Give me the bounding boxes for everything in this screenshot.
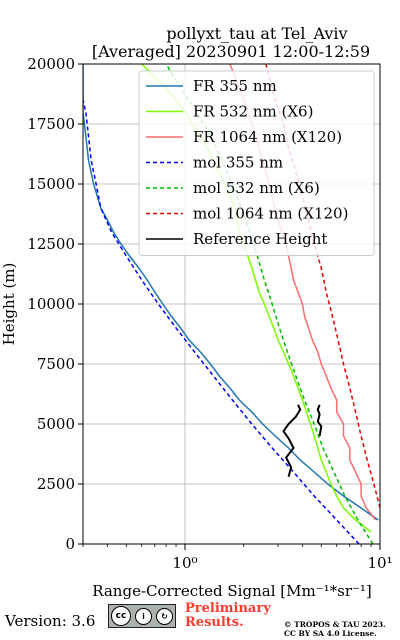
- legend-label: Reference Height: [193, 230, 327, 248]
- series-line-7: [316, 404, 323, 437]
- chart-subtitle: [Averaged] 20230901 12:00-12:59: [92, 42, 370, 61]
- y-tick-label: 20000: [27, 55, 75, 73]
- copyright-notice: © TROPOS & TAU 2023. CC BY SA 4.0 Licens…: [284, 620, 386, 638]
- preliminary-notice: Preliminary Results.: [185, 602, 271, 630]
- y-tick-label: 2500: [37, 475, 75, 493]
- y-axis-label: Height (m): [0, 263, 18, 346]
- y-tick-label: 5000: [37, 415, 75, 433]
- y-tick-label: 7500: [37, 355, 75, 373]
- axis-ticks: 0 2500 5000 7500 10000 12500 15000 17500 20000 10…: [27, 55, 392, 572]
- legend-label: mol 355 nm: [193, 154, 283, 172]
- legend-label: FR 355 nm: [193, 77, 277, 95]
- series-line-0: [83, 64, 379, 521]
- legend-label: mol 532 nm (X6): [193, 179, 320, 197]
- by-icon: i: [135, 607, 152, 625]
- version-label: Version: 3.6: [5, 612, 96, 630]
- legend-label: mol 1064 nm (X120): [193, 205, 348, 223]
- series-line-3: [83, 99, 360, 544]
- copyright-line1: © TROPOS & TAU 2023.: [284, 620, 386, 629]
- y-tick-label: 17500: [27, 115, 75, 133]
- copyright-line2: CC BY SA 4.0 License.: [284, 629, 377, 638]
- series-line-5: [265, 64, 380, 509]
- legend-label: FR 1064 nm (X120): [193, 128, 342, 146]
- chart-title: pollyxt_tau at Tel_Aviv: [166, 24, 347, 43]
- preliminary-line1: Preliminary: [185, 601, 271, 616]
- series-group: [83, 64, 380, 544]
- y-tick-label: 0: [65, 535, 75, 553]
- y-tick-label: 10000: [27, 295, 75, 313]
- preliminary-line2: Results.: [185, 615, 244, 630]
- x-tick-label: 10⁰: [172, 554, 197, 572]
- series-line-4: [165, 64, 374, 544]
- legend: FR 355 nm FR 532 nm (X6) FR 1064 nm (X120)…: [138, 70, 375, 256]
- sa-icon: ↻: [156, 607, 173, 625]
- y-tick-label: 12500: [27, 235, 75, 253]
- legend-label: FR 532 nm (X6): [193, 103, 313, 121]
- x-axis-label: Range-Corrected Signal [Mm⁻¹*sr⁻¹]: [92, 582, 372, 600]
- series-line-6: [282, 404, 302, 478]
- cc-license-logo: cc i ↻: [108, 604, 176, 628]
- footer: Version: 3.6 cc i ↻ Preliminary Results.…: [0, 600, 400, 640]
- cc-icon: cc: [111, 606, 131, 626]
- x-tick-label: 10¹: [367, 554, 392, 572]
- legend-box: [138, 70, 375, 256]
- y-tick-label: 15000: [27, 175, 75, 193]
